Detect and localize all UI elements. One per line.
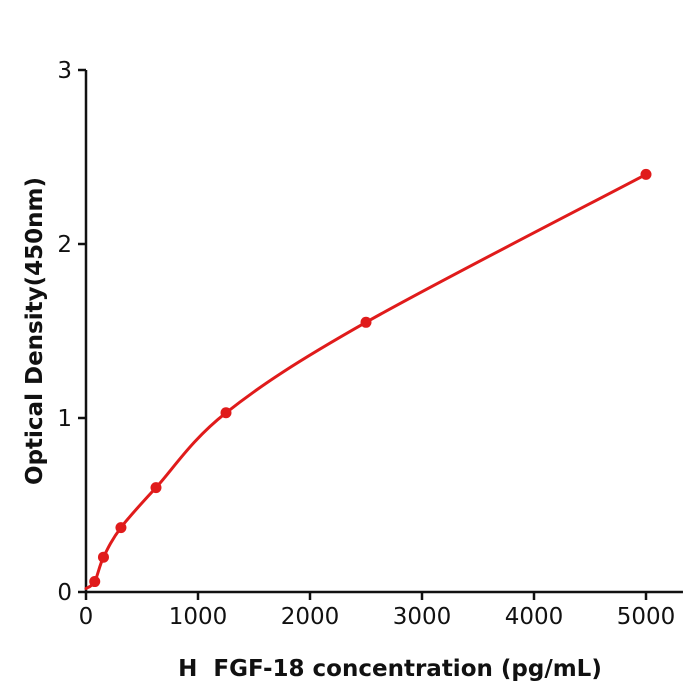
data-point bbox=[360, 316, 372, 328]
data-point bbox=[115, 522, 127, 534]
axes-layer: 0 1000 2000 3000 4000 5000 0 1 2 3 bbox=[57, 58, 683, 630]
data-point bbox=[220, 407, 232, 419]
x-tick-label: 5000 bbox=[617, 604, 676, 630]
y-tick-label: 1 bbox=[57, 406, 72, 432]
data-point bbox=[640, 168, 652, 180]
data-point bbox=[97, 551, 109, 563]
fit-curve bbox=[84, 172, 648, 591]
y-tick-label: 2 bbox=[57, 232, 72, 258]
y-tick-label: 0 bbox=[57, 580, 72, 606]
data-point bbox=[89, 576, 101, 588]
data-point bbox=[150, 482, 162, 494]
plot-layer bbox=[84, 168, 652, 591]
x-tick-label: 2000 bbox=[281, 604, 340, 630]
x-tick-label: 3000 bbox=[393, 604, 452, 630]
x-tick-label: 0 bbox=[79, 604, 94, 630]
x-tick-label: 1000 bbox=[169, 604, 228, 630]
x-tick-label: 4000 bbox=[505, 604, 564, 630]
y-tick-label: 3 bbox=[57, 58, 72, 84]
y-axis-title: Optical Density(450nm) bbox=[22, 177, 48, 485]
x-axis-title: H FGF-18 concentration (pg/mL) bbox=[178, 656, 602, 682]
